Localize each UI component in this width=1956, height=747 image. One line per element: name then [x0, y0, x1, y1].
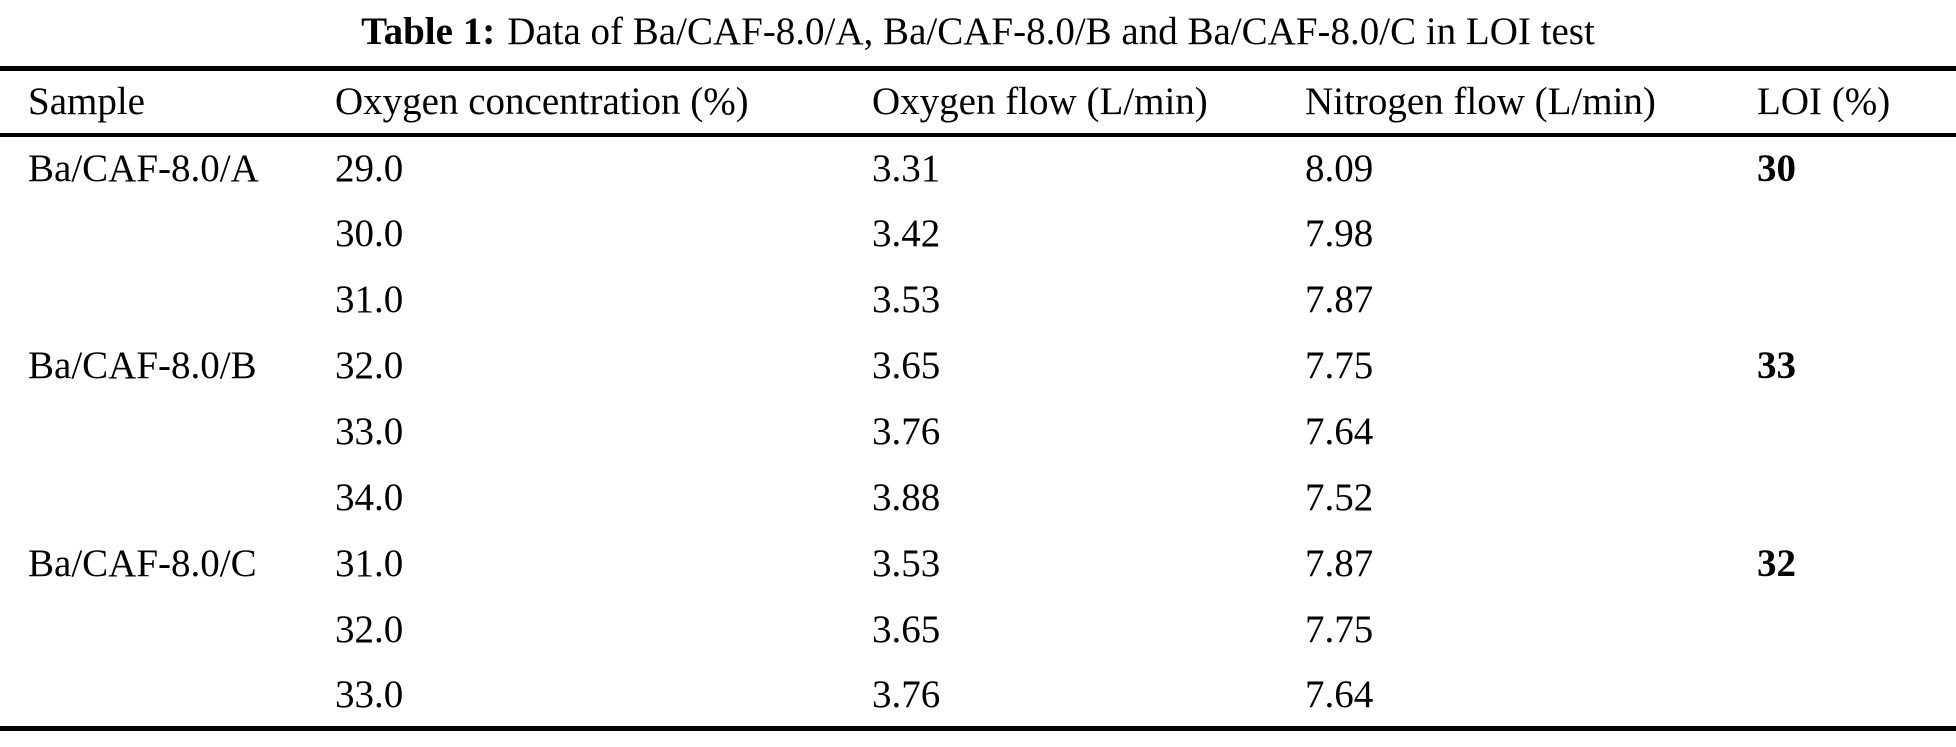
- cell-oxygen-concentration: 31.0: [335, 542, 404, 585]
- cell-oxygen-concentration: 32.0: [335, 608, 404, 651]
- cell-oxygen-flow: 3.76: [872, 410, 941, 453]
- cell-oxygen-flow: 3.76: [872, 672, 941, 716]
- header-oxygen-flow: Oxygen flow (L/min): [872, 80, 1208, 124]
- cell-nitrogen-flow: 7.87: [1305, 278, 1374, 321]
- cell-oxygen-flow: 3.88: [872, 476, 941, 519]
- cell-nitrogen-flow: 7.98: [1305, 212, 1374, 255]
- table-row: 34.0 3.88 7.52: [0, 465, 1956, 531]
- table-row: 33.0 3.76 7.64: [0, 399, 1956, 465]
- table-row: Ba/CAF-8.0/C 31.0 3.53 7.87 32: [0, 531, 1956, 597]
- table-row: 33.0 3.76 7.64: [0, 663, 1956, 729]
- cell-nitrogen-flow: 7.64: [1305, 410, 1374, 453]
- cell-loi: 30: [1757, 147, 1796, 190]
- cell-oxygen-flow: 3.65: [872, 608, 941, 651]
- cell-oxygen-concentration: 31.0: [335, 278, 404, 321]
- cell-oxygen-concentration: 30.0: [335, 212, 404, 255]
- cell-oxygen-concentration: 29.0: [335, 147, 404, 190]
- cell-sample: [0, 201, 335, 267]
- cell-loi: [1757, 663, 1956, 729]
- data-table: Sample Oxygen concentration (%) Oxygen f…: [0, 66, 1956, 731]
- table-row: Ba/CAF-8.0/A 29.0 3.31 8.09 30: [0, 135, 1956, 201]
- cell-loi: [1757, 465, 1956, 531]
- cell-sample: [0, 399, 335, 465]
- header-nitrogen-flow: Nitrogen flow (L/min): [1305, 80, 1656, 124]
- table-row: 31.0 3.53 7.87: [0, 267, 1956, 333]
- cell-sample: [0, 465, 335, 531]
- cell-oxygen-concentration: 32.0: [335, 344, 404, 387]
- cell-sample: Ba/CAF-8.0/C: [28, 542, 257, 585]
- header-sample: Sample: [28, 80, 145, 124]
- cell-nitrogen-flow: 7.75: [1305, 608, 1374, 651]
- header-row: Sample Oxygen concentration (%) Oxygen f…: [0, 69, 1956, 135]
- cell-nitrogen-flow: 8.09: [1305, 147, 1374, 190]
- table-caption: Table 1: Data of Ba/CAF-8.0/A, Ba/CAF-8.0…: [0, 0, 1956, 66]
- cell-oxygen-concentration: 33.0: [335, 672, 404, 716]
- table-row: Ba/CAF-8.0/B 32.0 3.65 7.75 33: [0, 333, 1956, 399]
- cell-oxygen-flow: 3.53: [872, 278, 941, 321]
- header-oxygen-concentration: Oxygen concentration (%): [335, 80, 749, 124]
- cell-nitrogen-flow: 7.75: [1305, 344, 1374, 387]
- header-loi: LOI (%): [1757, 80, 1891, 124]
- cell-nitrogen-flow: 7.52: [1305, 476, 1374, 519]
- table-caption-text: Data of Ba/CAF-8.0/A, Ba/CAF-8.0/B and B…: [507, 10, 1595, 53]
- cell-oxygen-concentration: 34.0: [335, 476, 404, 519]
- cell-oxygen-flow: 3.53: [872, 542, 941, 585]
- cell-oxygen-flow: 3.31: [872, 147, 941, 190]
- cell-loi: [1757, 201, 1956, 267]
- table-row: 30.0 3.42 7.98: [0, 201, 1956, 267]
- table-row: 32.0 3.65 7.75: [0, 597, 1956, 663]
- cell-loi: 33: [1757, 344, 1796, 387]
- cell-loi: [1757, 267, 1956, 333]
- cell-sample: Ba/CAF-8.0/B: [28, 344, 257, 387]
- cell-loi: [1757, 597, 1956, 663]
- cell-oxygen-flow: 3.65: [872, 344, 941, 387]
- table-caption-label: Table 1:: [361, 10, 496, 53]
- cell-sample: Ba/CAF-8.0/A: [28, 147, 259, 190]
- table-body: Ba/CAF-8.0/A 29.0 3.31 8.09 30 30.0 3.42…: [0, 135, 1956, 729]
- cell-nitrogen-flow: 7.87: [1305, 542, 1374, 585]
- cell-sample: [0, 597, 335, 663]
- cell-sample: [0, 663, 335, 729]
- cell-nitrogen-flow: 7.64: [1305, 672, 1374, 716]
- cell-sample: [0, 267, 335, 333]
- cell-loi: [1757, 399, 1956, 465]
- cell-loi: 32: [1757, 542, 1796, 585]
- cell-oxygen-concentration: 33.0: [335, 410, 404, 453]
- cell-oxygen-flow: 3.42: [872, 212, 941, 255]
